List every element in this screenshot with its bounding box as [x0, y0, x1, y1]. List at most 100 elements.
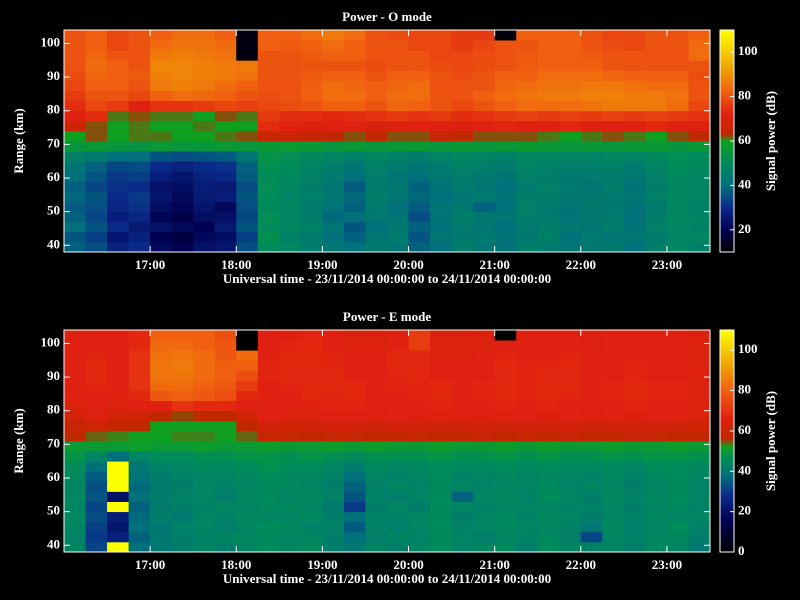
heatmap-cell: [64, 330, 86, 340]
heatmap-cell: [129, 431, 151, 441]
heatmap-cell: [624, 502, 646, 512]
heatmap-cell: [322, 391, 344, 401]
heatmap-cell: [107, 542, 129, 552]
heatmap-cell: [495, 171, 517, 181]
heatmap-cell: [344, 532, 366, 542]
heatmap-cell: [64, 141, 86, 151]
heatmap-cell: [645, 80, 667, 90]
heatmap-cell: [86, 431, 108, 441]
heatmap-cell: [107, 512, 129, 522]
heatmap-cell: [107, 30, 129, 40]
heatmap-cell: [624, 151, 646, 161]
heatmap-cell: [688, 350, 710, 360]
heatmap-cell: [150, 222, 172, 232]
heatmap-cell: [430, 360, 452, 370]
heatmap-cell: [387, 232, 409, 242]
heatmap-cell: [129, 30, 151, 40]
heatmap-cell: [452, 330, 474, 340]
heatmap-cell: [667, 431, 689, 441]
heatmap-cell: [559, 380, 581, 390]
heatmap-cell: [473, 60, 495, 70]
heatmap-cell: [322, 50, 344, 60]
heatmap-cell: [495, 191, 517, 201]
heatmap-cell: [409, 222, 431, 232]
heatmap-cell: [301, 171, 323, 181]
heatmap-cell: [344, 232, 366, 242]
heatmap-cell: [107, 202, 129, 212]
heatmap-cell: [409, 50, 431, 60]
heatmap-cell: [473, 532, 495, 542]
heatmap-cell: [430, 40, 452, 50]
heatmap-cell: [452, 441, 474, 451]
heatmap-cell: [365, 181, 387, 191]
heatmap-cell: [581, 522, 603, 532]
heatmap-cell: [172, 451, 194, 461]
heatmap-cell: [516, 391, 538, 401]
heatmap-cell: [215, 522, 237, 532]
heatmap-cell: [193, 50, 215, 60]
heatmap-cell: [538, 70, 560, 80]
heatmap-cell: [387, 411, 409, 421]
heatmap-cell: [581, 340, 603, 350]
heatmap-cell: [667, 151, 689, 161]
heatmap-cell: [559, 340, 581, 350]
heatmap-cell: [64, 212, 86, 222]
heatmap-cell: [473, 30, 495, 40]
heatmap-cell: [559, 491, 581, 501]
heatmap-cell: [645, 171, 667, 181]
heatmap-cell: [301, 121, 323, 131]
heatmap-cell: [581, 401, 603, 411]
x-tick-label: 23:00: [652, 257, 682, 272]
heatmap-cell: [430, 30, 452, 40]
heatmap-cell: [473, 491, 495, 501]
heatmap-cell: [667, 522, 689, 532]
heatmap-cell: [409, 370, 431, 380]
heatmap-cell: [129, 212, 151, 222]
heatmap-cell: [645, 391, 667, 401]
heatmap-cell: [688, 401, 710, 411]
heatmap-cell: [279, 360, 301, 370]
heatmap-cell: [516, 191, 538, 201]
heatmap-cell: [387, 141, 409, 151]
heatmap-cell: [581, 151, 603, 161]
heatmap-cell: [430, 191, 452, 201]
heatmap-cell: [322, 502, 344, 512]
heatmap-cell: [236, 451, 258, 461]
heatmap-cell: [279, 131, 301, 141]
heatmap-cell: [387, 350, 409, 360]
heatmap-cell: [452, 222, 474, 232]
y-tick-label: 40: [47, 236, 60, 251]
heatmap-cell: [409, 512, 431, 522]
heatmap-cell: [409, 401, 431, 411]
heatmap-cell: [150, 111, 172, 121]
heatmap-cell: [559, 70, 581, 80]
heatmap-cell: [215, 471, 237, 481]
heatmap-cell: [516, 80, 538, 90]
heatmap-cell: [344, 481, 366, 491]
heatmap-cell: [215, 40, 237, 50]
heatmap-cell: [538, 471, 560, 481]
heatmap-cell: [236, 161, 258, 171]
heatmap-cell: [236, 360, 258, 370]
heatmap-cell: [215, 212, 237, 222]
heatmap-cell: [409, 411, 431, 421]
heatmap-cell: [172, 512, 194, 522]
heatmap-cell: [581, 431, 603, 441]
heatmap-cell: [387, 181, 409, 191]
heatmap-cell: [452, 171, 474, 181]
heatmap-cell: [495, 40, 517, 50]
heatmap-cell: [624, 491, 646, 501]
heatmap-cell: [495, 401, 517, 411]
heatmap-cell: [150, 431, 172, 441]
heatmap-cell: [64, 242, 86, 252]
heatmap-cell: [559, 151, 581, 161]
heatmap-cell: [236, 542, 258, 552]
heatmap-cell: [624, 401, 646, 411]
heatmap-cell: [387, 171, 409, 181]
heatmap-cell: [688, 222, 710, 232]
heatmap-cell: [215, 491, 237, 501]
heatmap-cell: [581, 91, 603, 101]
heatmap-cell: [538, 242, 560, 252]
heatmap-cell: [581, 350, 603, 360]
heatmap-cell: [688, 161, 710, 171]
